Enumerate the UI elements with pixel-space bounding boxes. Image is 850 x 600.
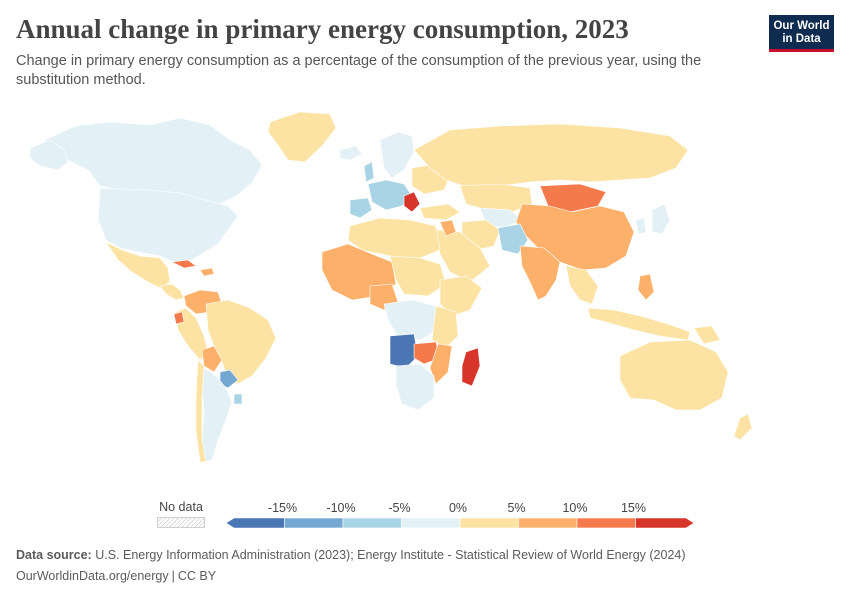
country-angola[interactable] [389,333,419,369]
country-china[interactable] [515,203,635,271]
legend-no-data-swatch[interactable] [157,517,205,528]
legend-bin-5[interactable] [518,517,578,529]
country-uruguay[interactable] [233,393,243,405]
footer-license[interactable]: CC BY [177,569,217,583]
country-central-america[interactable] [159,283,185,301]
country-mexico[interactable] [105,241,171,289]
country-north-africa[interactable] [347,217,441,259]
country-turkey[interactable] [419,203,461,221]
country-india[interactable] [519,245,561,301]
country-arabia[interactable] [435,229,491,283]
country-central-africa[interactable] [383,299,439,341]
country-papua-new-guinea[interactable] [693,325,721,345]
legend-bin-2[interactable] [342,517,402,529]
country-greenland[interactable] [267,111,337,163]
owid-logo[interactable]: Our World in Data [769,15,834,52]
footer-links: OurWorldinData.org/energy | CC BY [16,569,216,583]
country-mozambique[interactable] [429,343,453,385]
legend-bin-1[interactable] [284,517,344,529]
legend-bin-3[interactable] [401,517,461,529]
legend-tick-label: 0% [449,501,467,515]
country-sahel[interactable] [389,255,447,297]
country-philippines[interactable] [637,273,655,301]
data-source-text: U.S. Energy Information Administration (… [95,548,686,562]
logo-line-2: in Data [782,32,821,45]
country-russia[interactable] [413,123,689,189]
country-southeast-asia[interactable] [565,265,599,305]
footer-separator: | [171,569,175,583]
country-canada[interactable] [44,117,263,205]
legend-tick-label: -15% [268,501,297,515]
legend-no-data-label: No data [159,500,203,514]
country-new-zealand[interactable] [733,413,753,441]
country-balkans[interactable] [403,191,421,213]
country-caribbean[interactable] [199,267,215,277]
legend-tick-label: -5% [388,501,410,515]
country-indonesia[interactable] [587,307,691,341]
chart-subtitle: Change in primary energy consumption as … [16,53,702,88]
logo-line-1: Our World [773,20,830,32]
legend-bin-4[interactable] [459,517,519,529]
legend-tick-label: 5% [507,501,525,515]
chart-title: Annual change in primary energy consumpt… [16,14,629,44]
country-chile[interactable] [195,359,207,463]
data-source: Data source: U.S. Energy Information Adm… [16,548,686,562]
legend-bin-0[interactable] [225,517,285,529]
country-iceland[interactable] [339,145,363,161]
legend-tick-label: -10% [326,501,355,515]
country-uk[interactable] [363,161,375,183]
country-horn-of-africa[interactable] [439,275,483,317]
country-scandinavia[interactable] [379,131,415,179]
color-legend: -15% -10% -5% 0% 5% 10% 15% [225,501,695,529]
country-bolivia[interactable] [201,345,223,373]
country-levant[interactable] [439,219,457,237]
country-southern-africa[interactable] [395,363,435,411]
country-brazil[interactable] [205,299,277,385]
data-source-label: Data source: [16,548,92,562]
legend-tick-label: 10% [562,501,587,515]
country-japan[interactable] [651,203,671,235]
country-east-africa[interactable] [431,305,459,349]
legend-bin-6[interactable] [576,517,636,529]
footer-url[interactable]: OurWorldinData.org/energy [16,569,169,583]
country-ecuador[interactable] [173,311,185,325]
country-iberia[interactable] [349,197,373,219]
country-alaska[interactable] [29,139,69,171]
legend-bin-7[interactable] [635,517,695,529]
country-madagascar[interactable] [461,347,481,387]
country-australia[interactable] [619,339,729,411]
legend-tick-label: 15% [621,501,646,515]
country-usa[interactable] [97,187,239,265]
country-cuba[interactable] [170,259,197,269]
country-argentina[interactable] [201,367,233,463]
world-map[interactable] [0,100,850,500]
country-korea[interactable] [635,217,647,235]
